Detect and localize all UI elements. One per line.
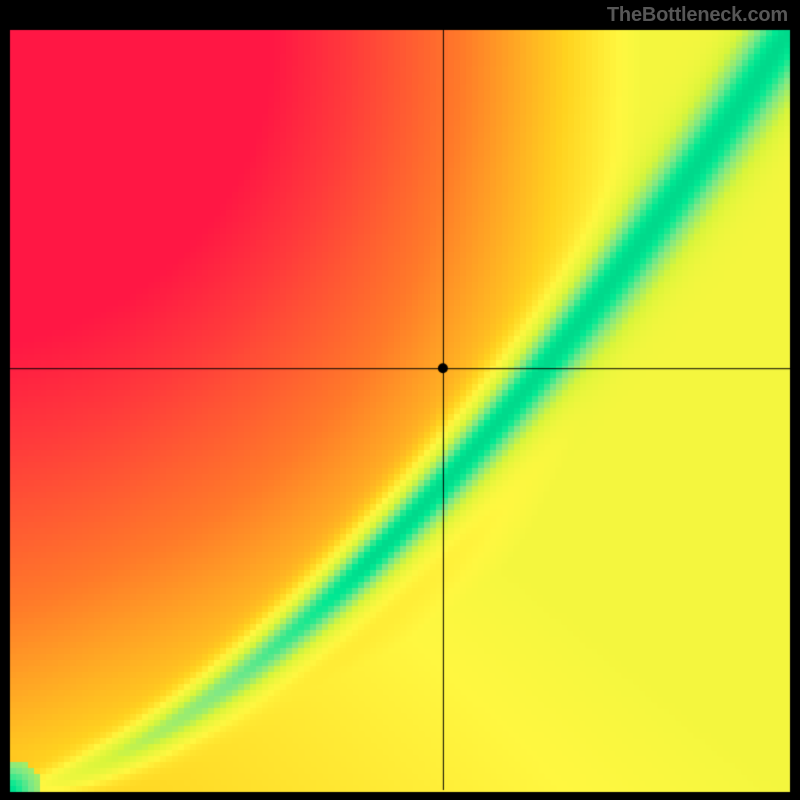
watermark-text: TheBottleneck.com — [607, 4, 788, 27]
bottleneck-heatmap — [0, 0, 800, 800]
